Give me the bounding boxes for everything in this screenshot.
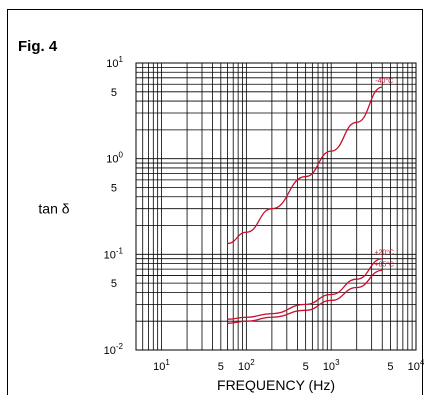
y-tick-label: 100 [106,151,123,166]
series-label: -40°C [375,77,393,85]
figure-frame [7,9,423,395]
y-tick-label: 101 [106,55,123,70]
grid [135,63,416,351]
series-line [227,269,383,324]
y-tick-label: 5 [111,87,117,99]
series-line [227,86,383,245]
x-tick-label: 5 [218,361,224,373]
x-tick-label: 5 [303,361,309,373]
x-tick-label: 102 [238,358,255,373]
y-axis-label: tan δ [38,201,69,217]
curves: -40°C +20°C +85°C [227,77,394,324]
plot-border [135,62,417,351]
x-tick-label: 103 [323,358,340,373]
y-tick-label: 5 [111,278,117,290]
figure-label: Fig. 4 [18,38,58,55]
x-tick-label: 101 [153,358,170,373]
y-tick-label: 10-2 [104,342,124,357]
series-line [227,258,383,320]
x-axis-label: FREQUENCY (Hz) [217,377,335,393]
series-label: +85°C [374,260,394,268]
x-tick-label: 5 [387,361,393,373]
y-tick-label: 5 [111,182,117,194]
x-tick-label: 104 [408,358,425,373]
series-label: +20°C [374,249,394,257]
y-tick-label: 10-1 [104,246,124,261]
tick-labels: 101 5 102 5 103 5 104 101 5 100 5 10-1 5 10-2 [104,55,425,373]
